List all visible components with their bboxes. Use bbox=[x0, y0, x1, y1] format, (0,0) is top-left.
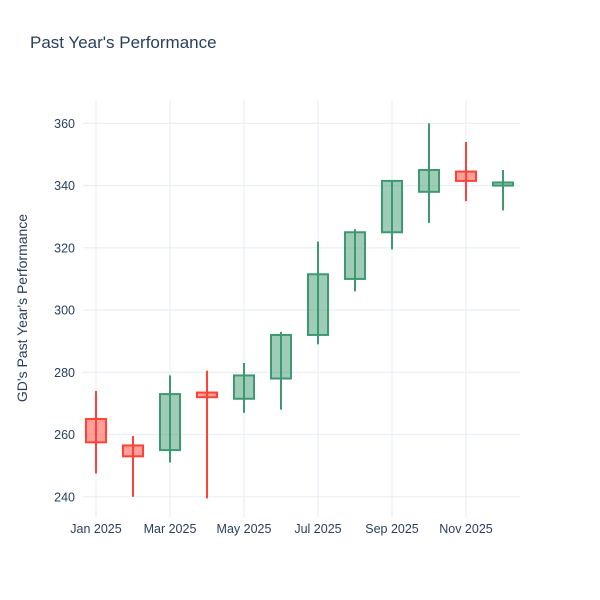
body-up bbox=[344, 231, 366, 280]
body-up bbox=[381, 179, 403, 234]
body-up bbox=[270, 333, 292, 380]
y-tick-label: 240 bbox=[54, 490, 75, 504]
body-down bbox=[455, 170, 477, 182]
body-up bbox=[233, 374, 255, 400]
x-tick-label: Jul 2025 bbox=[294, 522, 341, 536]
y-tick-label: 340 bbox=[54, 179, 75, 193]
body-up bbox=[307, 273, 329, 336]
y-tick-label: 320 bbox=[54, 241, 75, 255]
x-tick-label: Nov 2025 bbox=[439, 522, 493, 536]
candle-jul-2025[interactable] bbox=[307, 241, 329, 345]
y-tick-label: 300 bbox=[54, 304, 75, 318]
body-down bbox=[122, 444, 144, 458]
candle-nov-2025[interactable] bbox=[455, 142, 477, 202]
y-tick-label: 280 bbox=[54, 366, 75, 380]
x-tick-label: May 2025 bbox=[217, 522, 272, 536]
candle-mar-2025[interactable] bbox=[159, 375, 181, 463]
candle-jan-2025[interactable] bbox=[85, 390, 107, 474]
y-tick-label: 260 bbox=[54, 428, 75, 442]
x-tick-label: Sep 2025 bbox=[365, 522, 419, 536]
candle-apr-2025[interactable] bbox=[196, 370, 218, 499]
body-down bbox=[196, 391, 218, 399]
candle-sep-2025[interactable] bbox=[381, 179, 403, 250]
plot-area[interactable] bbox=[83, 100, 520, 517]
body-up bbox=[159, 393, 181, 452]
candle-may-2025[interactable] bbox=[233, 362, 255, 413]
y-axis-title: GD's Past Year's Performance bbox=[14, 213, 30, 403]
candle-jun-2025[interactable] bbox=[270, 331, 292, 410]
chart-title: Past Year's Performance bbox=[30, 33, 217, 52]
x-tick-label: Jan 2025 bbox=[70, 522, 121, 536]
candle-aug-2025[interactable] bbox=[344, 229, 366, 292]
candle-oct-2025[interactable] bbox=[418, 123, 440, 223]
body-up bbox=[492, 181, 514, 187]
x-tick-label: Mar 2025 bbox=[144, 522, 197, 536]
body-down bbox=[85, 417, 107, 444]
candle-feb-2025[interactable] bbox=[122, 436, 144, 497]
candle-dec-2025[interactable] bbox=[492, 170, 514, 211]
y-tick-label: 360 bbox=[54, 117, 75, 131]
body-up bbox=[418, 169, 440, 193]
